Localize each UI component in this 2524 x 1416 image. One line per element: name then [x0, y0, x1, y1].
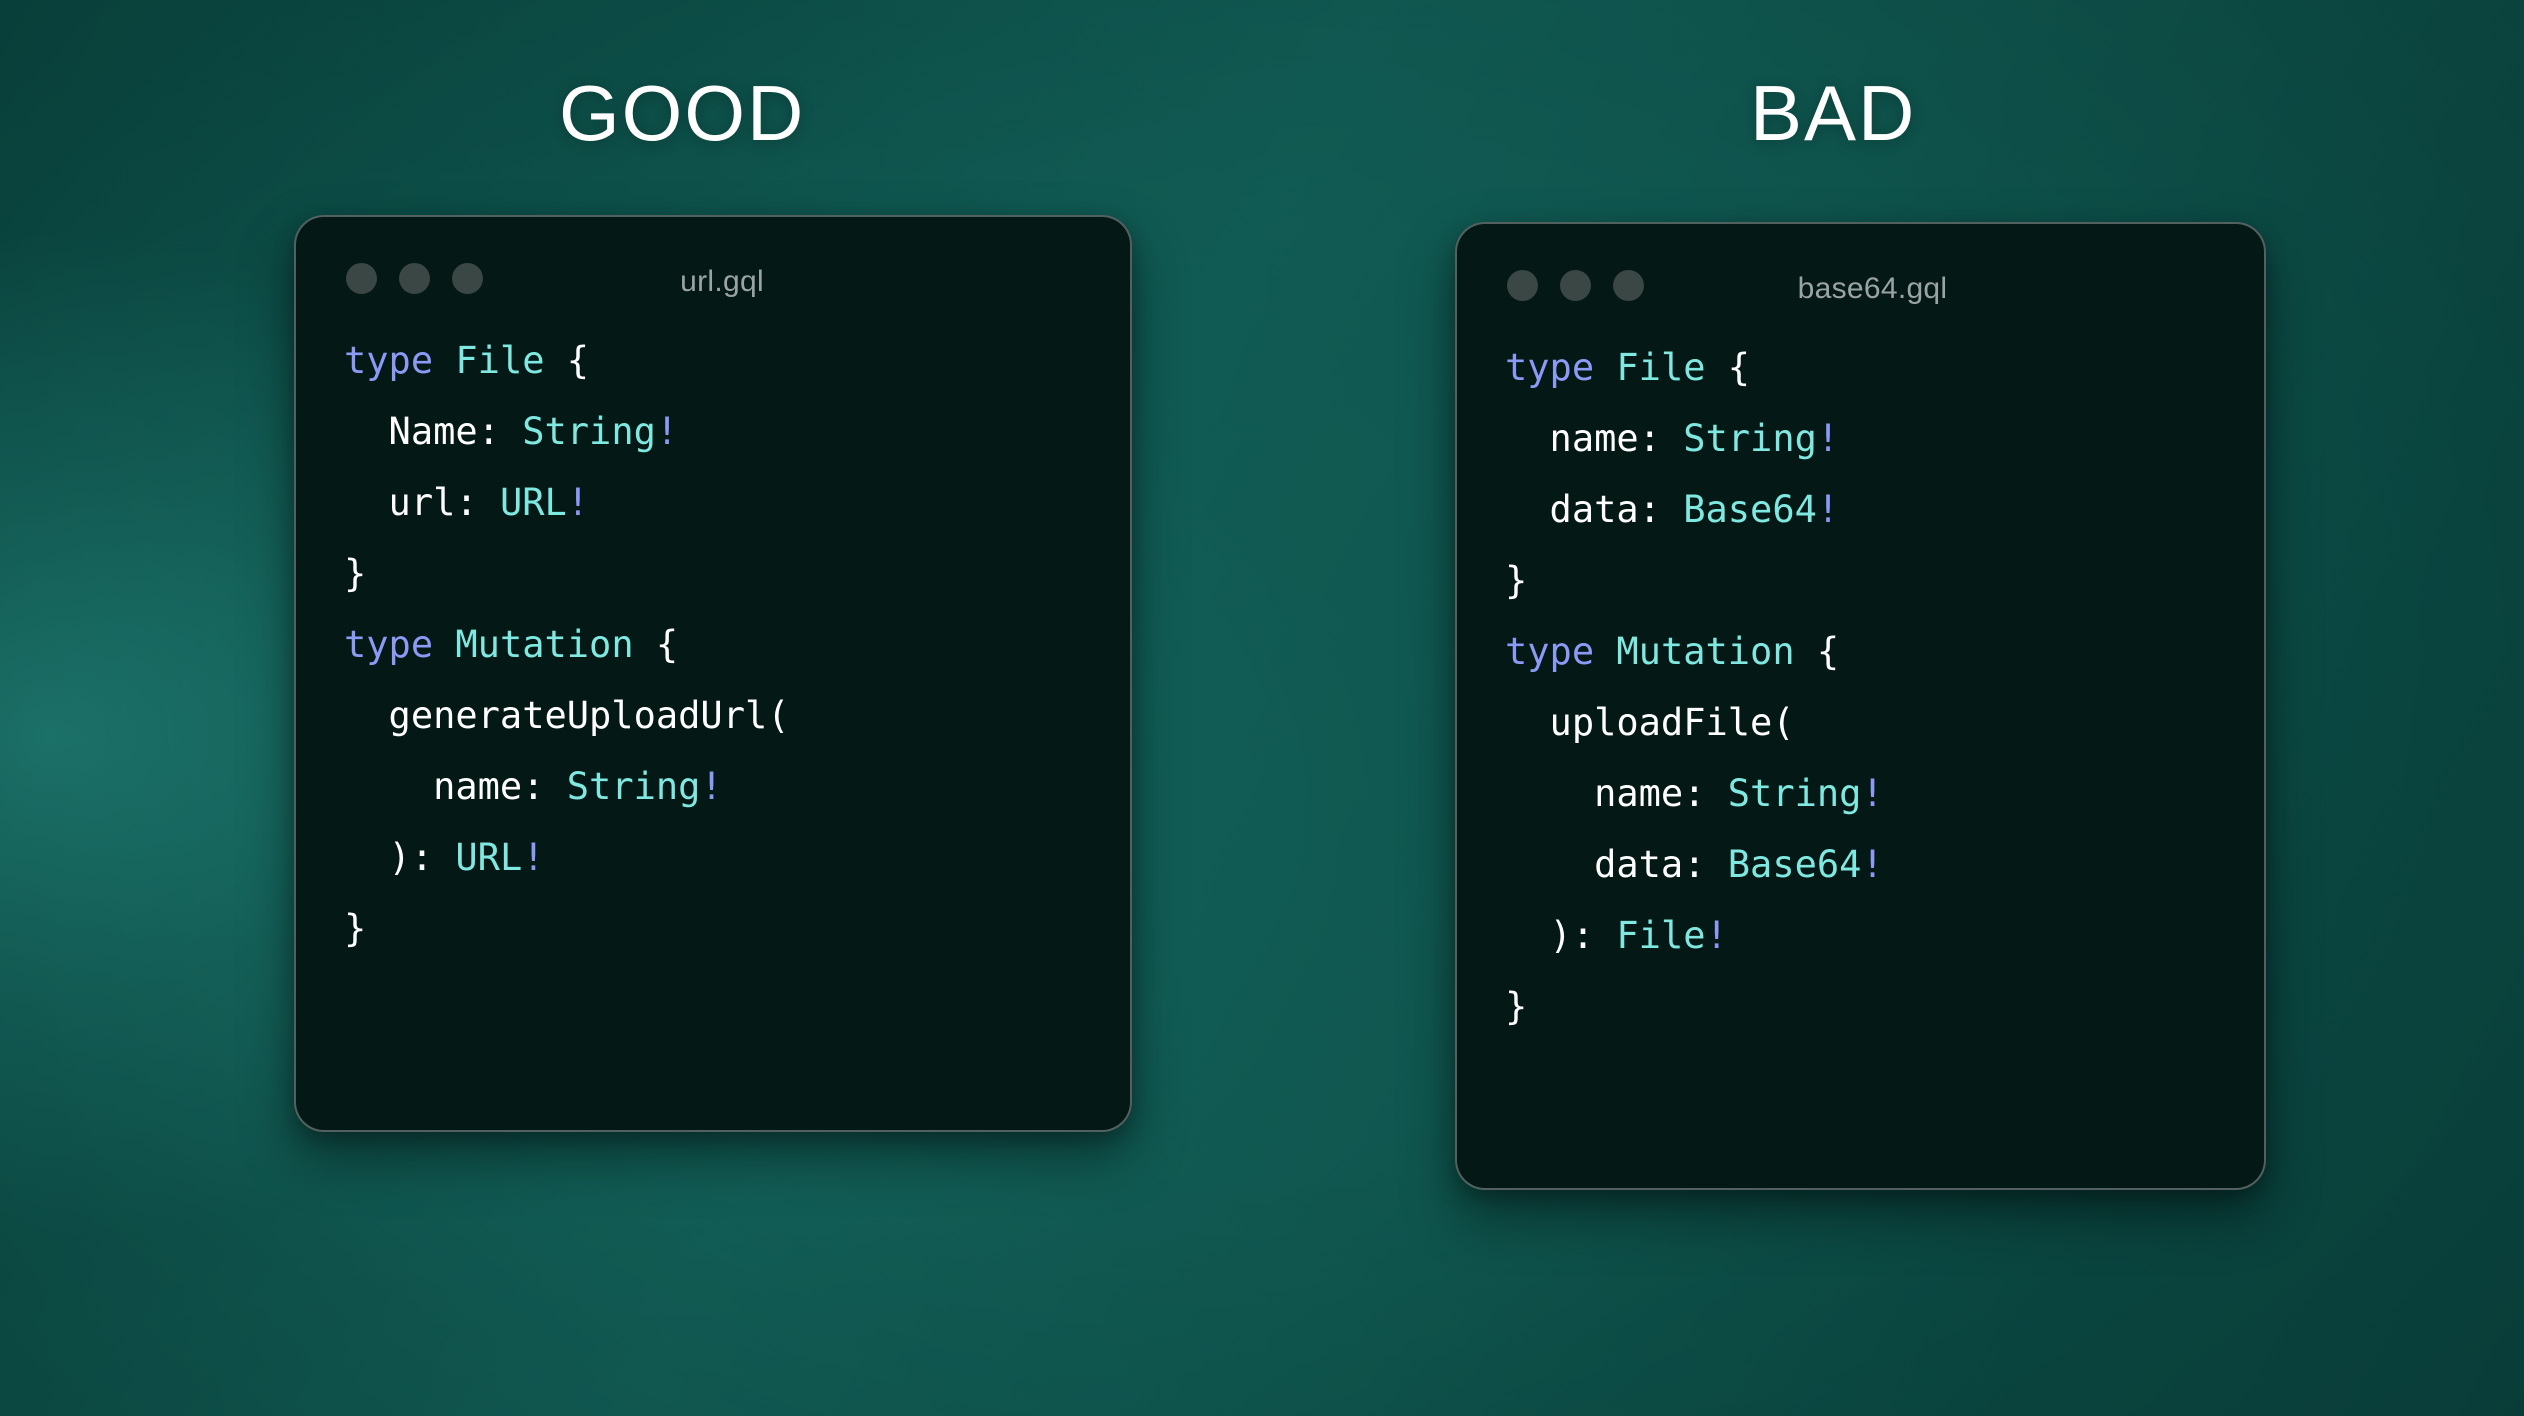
- maximize-dot-icon[interactable]: [1613, 270, 1644, 301]
- minimize-dot-icon[interactable]: [1560, 270, 1591, 301]
- code-token-bang: !: [522, 836, 545, 879]
- code-token-type: Base64: [1683, 488, 1817, 531]
- code-line: generateUploadUrl(: [344, 680, 1130, 751]
- code-token-punc: {: [1794, 630, 1840, 673]
- code-token-punc: }: [344, 907, 367, 950]
- code-line: Name: String!: [344, 396, 1130, 467]
- code-token-punc: [433, 623, 455, 666]
- traffic-light-group: [346, 263, 483, 294]
- window-titlebar: url.gql: [296, 217, 1130, 313]
- code-line: name: String!: [1505, 403, 2264, 474]
- code-token-bang: !: [1816, 488, 1840, 531]
- minimize-dot-icon[interactable]: [399, 263, 430, 294]
- code-line: }: [1505, 971, 2264, 1042]
- code-token-bang: !: [1861, 772, 1884, 815]
- code-token-type: File: [455, 339, 545, 382]
- code-token-punc: [1594, 630, 1616, 673]
- code-token-name: data:: [1505, 488, 1661, 531]
- code-token-name: uploadFile(: [1505, 701, 1795, 744]
- code-line: name: String!: [344, 751, 1130, 822]
- code-token-punc: }: [1505, 985, 1528, 1028]
- code-line: }: [344, 538, 1130, 609]
- code-line: type Mutation {: [344, 609, 1130, 680]
- window-filename: url.gql: [680, 265, 764, 298]
- verdict-label-bad: BAD: [1750, 69, 1917, 157]
- code-token-type: Mutation: [455, 623, 634, 666]
- close-dot-icon[interactable]: [346, 263, 377, 294]
- code-token-name: name:: [1505, 772, 1706, 815]
- code-line: type Mutation {: [1505, 616, 2264, 687]
- verdict-label-good: GOOD: [559, 69, 806, 157]
- code-token-name: name:: [344, 765, 545, 808]
- code-token-type: String: [522, 410, 656, 453]
- traffic-light-group: [1507, 270, 1644, 301]
- code-token-bang: !: [1705, 914, 1728, 957]
- code-block: type File { Name: String! url: URL!} type…: [296, 313, 1130, 964]
- code-token-bang: !: [655, 410, 679, 453]
- code-line: ): URL!: [344, 822, 1130, 893]
- code-token-punc: [500, 410, 522, 453]
- code-line: type File {: [1505, 332, 2264, 403]
- code-token-kw: type: [1505, 630, 1595, 673]
- code-token-type: String: [1727, 772, 1862, 815]
- code-token-punc: }: [344, 552, 367, 595]
- code-token-kw: type: [344, 623, 434, 666]
- code-line: }: [1505, 545, 2264, 616]
- maximize-dot-icon[interactable]: [452, 263, 483, 294]
- code-token-type: URL: [455, 836, 523, 879]
- window-filename: base64.gql: [1797, 272, 1948, 305]
- code-token-type: File: [1616, 346, 1706, 389]
- code-token-name: name:: [1505, 417, 1661, 460]
- code-block: type File { name: String! data: Base64!}…: [1457, 320, 2264, 1042]
- code-token-punc: [433, 339, 455, 382]
- code-token-punc: ):: [344, 836, 456, 879]
- code-token-type: File: [1616, 914, 1706, 957]
- code-window-bad: base64.gql type File { name: String! dat…: [1455, 222, 2266, 1190]
- code-token-punc: {: [544, 339, 590, 382]
- code-token-name: Name:: [344, 410, 500, 453]
- code-token-type: String: [1683, 417, 1817, 460]
- code-line: ): File!: [1505, 900, 2264, 971]
- code-line: data: Base64!: [1505, 829, 2264, 900]
- code-token-type: Mutation: [1616, 630, 1795, 673]
- code-token-name: data:: [1505, 843, 1706, 886]
- window-titlebar: base64.gql: [1457, 224, 2264, 320]
- code-token-kw: type: [344, 339, 434, 382]
- code-token-punc: [1661, 488, 1683, 531]
- code-token-punc: [1705, 772, 1727, 815]
- code-token-type: Base64: [1727, 843, 1862, 886]
- code-token-bang: !: [700, 765, 723, 808]
- code-token-kw: type: [1505, 346, 1595, 389]
- code-token-bang: !: [566, 481, 590, 524]
- close-dot-icon[interactable]: [1507, 270, 1538, 301]
- code-line: }: [344, 893, 1130, 964]
- code-token-bang: !: [1816, 417, 1840, 460]
- code-token-punc: [1661, 417, 1683, 460]
- code-token-punc: [1705, 843, 1727, 886]
- code-token-punc: {: [1705, 346, 1751, 389]
- code-line: url: URL!: [344, 467, 1130, 538]
- code-token-punc: }: [1505, 559, 1528, 602]
- code-line: uploadFile(: [1505, 687, 2264, 758]
- code-token-type: URL: [499, 481, 567, 524]
- code-line: data: Base64!: [1505, 474, 2264, 545]
- code-line: type File {: [344, 325, 1130, 396]
- code-token-bang: !: [1861, 843, 1884, 886]
- code-line: name: String!: [1505, 758, 2264, 829]
- code-token-type: String: [566, 765, 701, 808]
- code-window-good: url.gql type File { Name: String! url: U…: [294, 215, 1132, 1132]
- code-token-name: generateUploadUrl(: [344, 694, 790, 737]
- code-token-name: url:: [344, 481, 478, 524]
- code-token-punc: [1594, 346, 1616, 389]
- code-token-punc: [544, 765, 566, 808]
- code-token-punc: {: [633, 623, 679, 666]
- code-token-punc: ):: [1505, 914, 1617, 957]
- code-token-punc: [478, 481, 500, 524]
